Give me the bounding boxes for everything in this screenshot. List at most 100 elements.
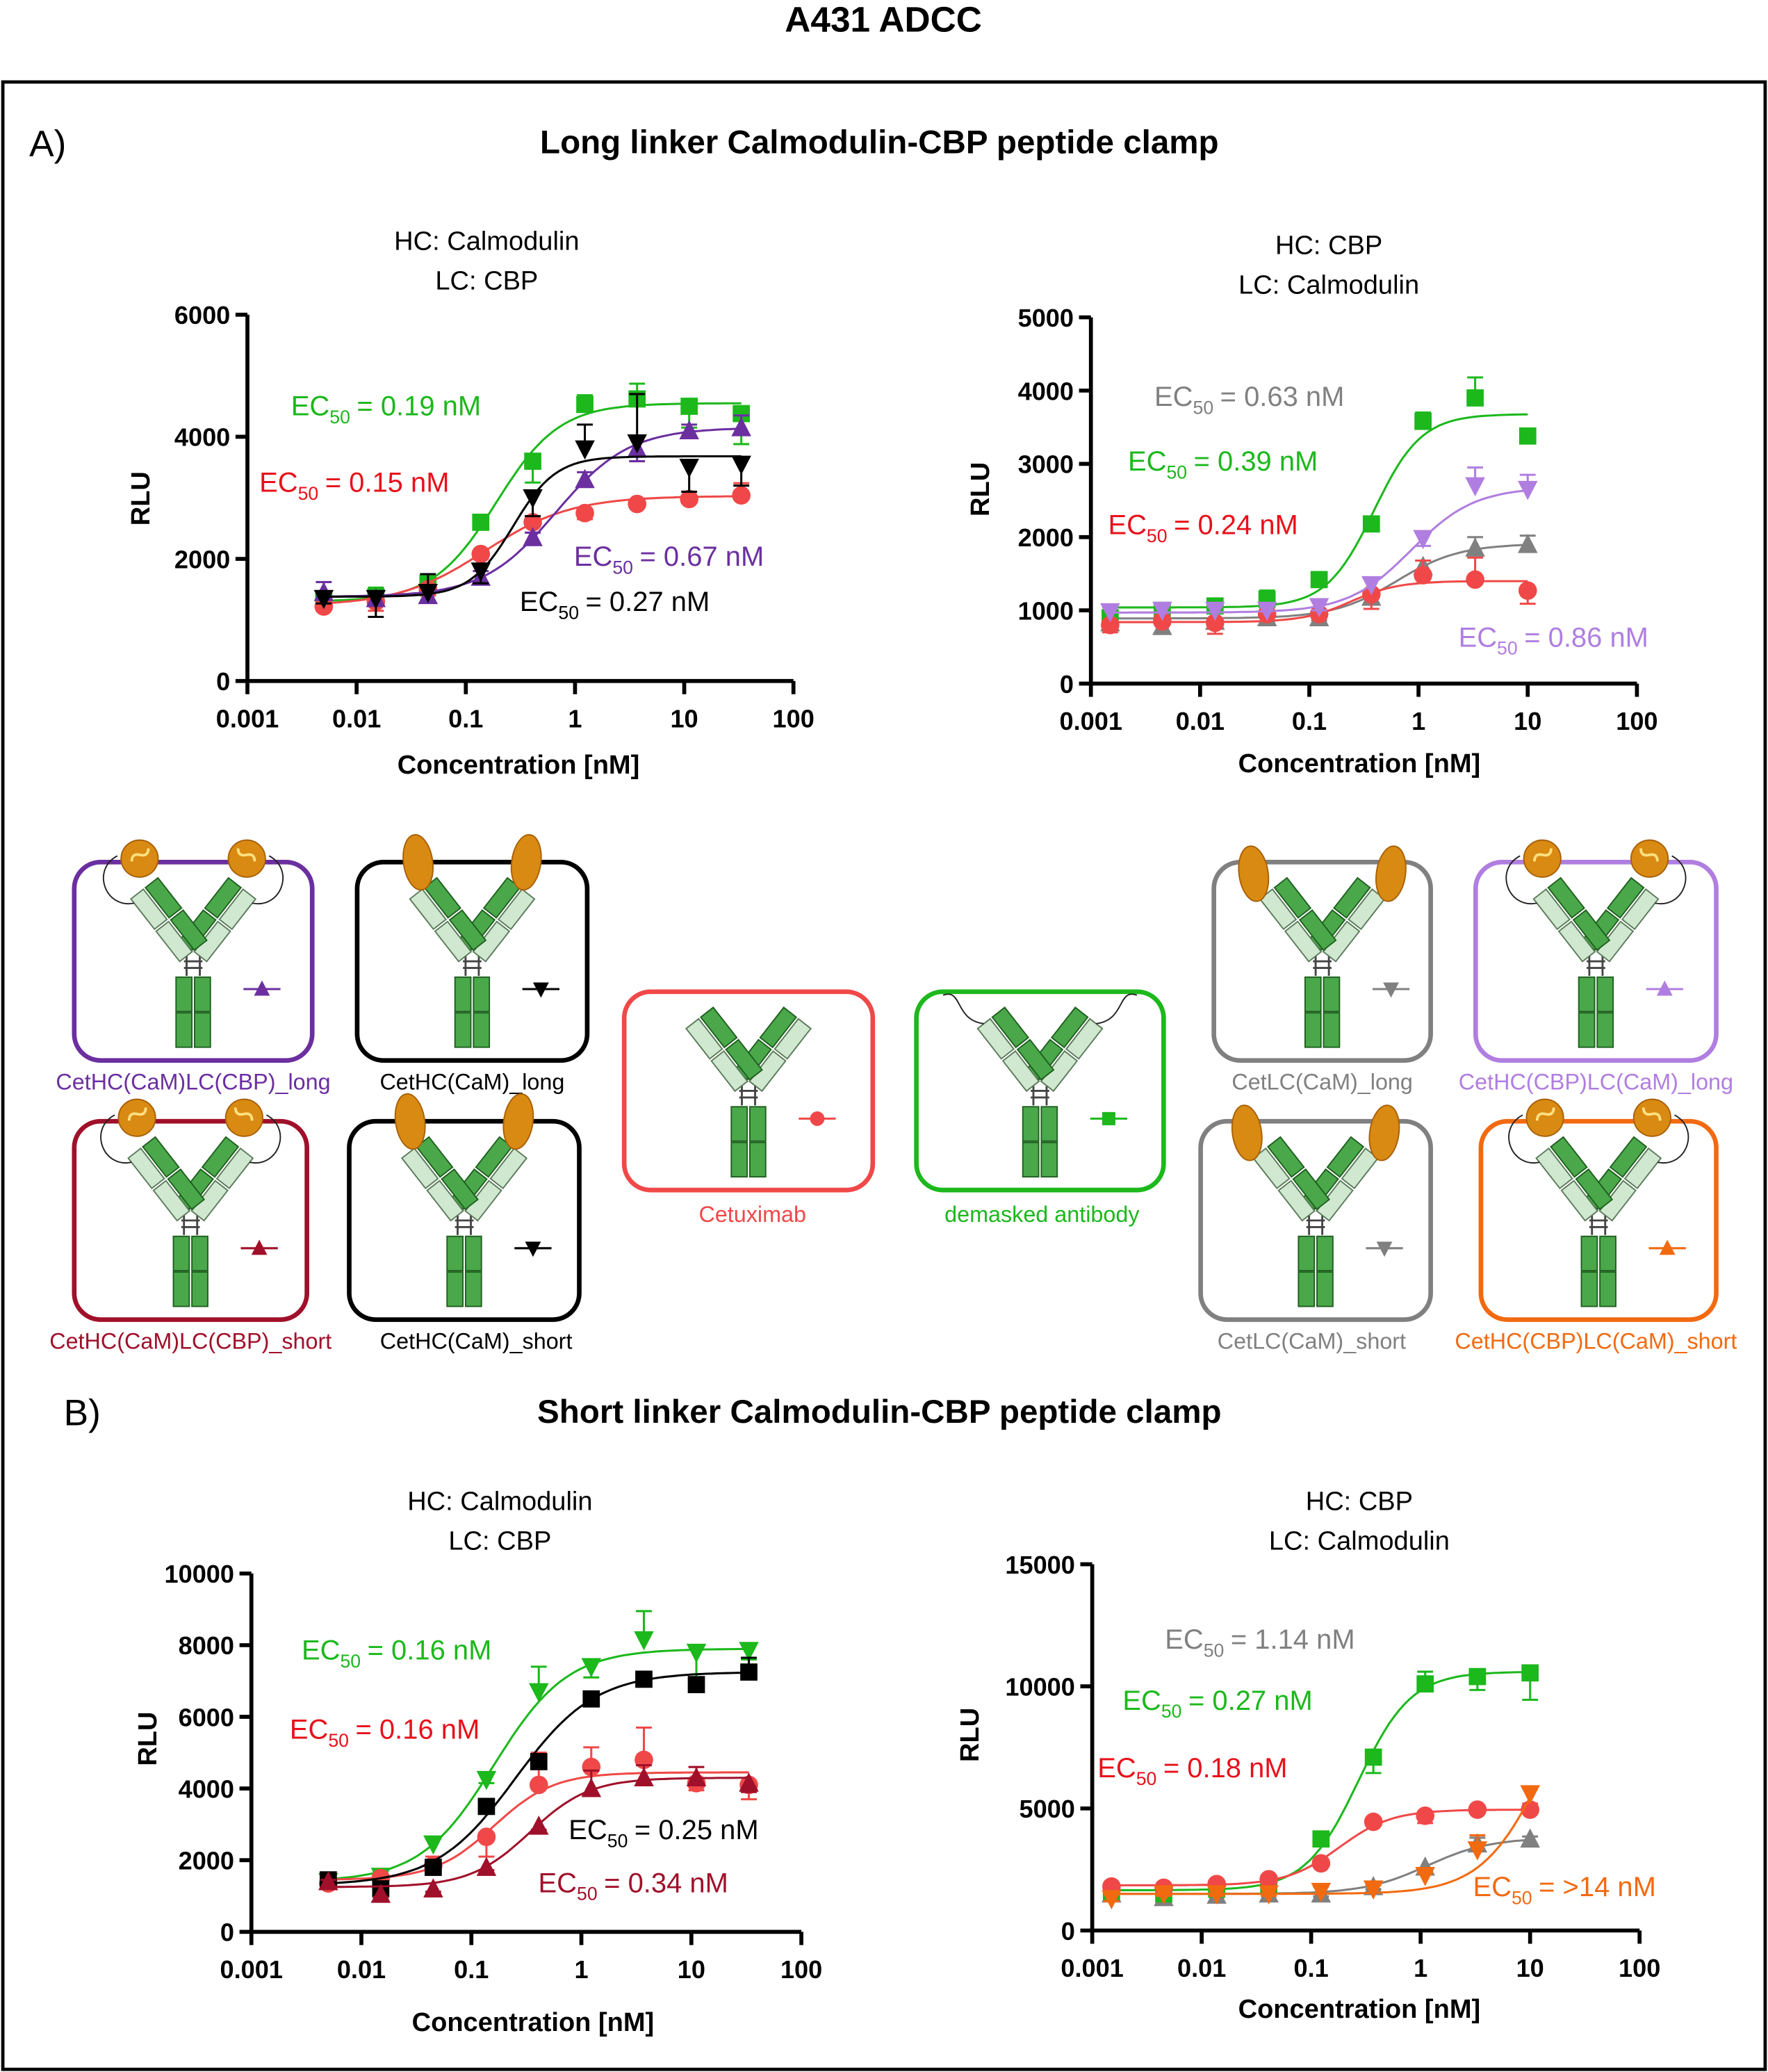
x-tick-label: 100 — [1619, 1954, 1660, 1982]
x-tick-label: 100 — [1616, 707, 1658, 735]
antibody-icon — [685, 1006, 812, 1178]
light-chain-domain — [1284, 920, 1323, 963]
linker — [1658, 1114, 1689, 1164]
fc-domain — [1323, 976, 1341, 1013]
heavy-chain-domain — [1326, 1136, 1365, 1178]
cbp-peptide-icon — [236, 848, 256, 862]
light-chain-domain — [710, 1050, 748, 1093]
data-point — [679, 458, 699, 478]
linker — [1655, 855, 1687, 905]
fc-domain — [191, 1271, 208, 1307]
x-tick-label: 0.01 — [337, 1955, 386, 1984]
y-tick-label: 2000 — [174, 545, 230, 573]
data-point — [576, 395, 594, 414]
ec50-prefix: EC — [520, 587, 558, 617]
ec50-subscript: 50 — [329, 407, 350, 427]
fc-domain — [1316, 1235, 1334, 1272]
data-point — [686, 1643, 707, 1663]
fit-curve — [1111, 1671, 1530, 1891]
data-point — [635, 1670, 653, 1688]
data-point — [370, 1883, 391, 1903]
ec50-annotation: EC50 = 0.16 nM — [302, 1635, 491, 1671]
data-point — [1154, 1885, 1174, 1904]
y-axis-label: RLU — [966, 462, 995, 516]
x-tick-label: 0.1 — [448, 704, 483, 733]
cbp-peptide-icon — [1533, 848, 1553, 862]
chart-2: HC: CBP LC: Calmodulin 0 1000 2000 3000 4000 50… — [966, 231, 1658, 778]
light-chain-domain — [472, 920, 511, 963]
x-tick-label: 10 — [678, 1955, 705, 1984]
light-chain-domain — [1596, 920, 1635, 963]
charts: HC: Calmodulin LC: CBP 0 2000 4000 6000 0.001 0… — [126, 227, 1660, 2037]
light-chain-domain — [409, 888, 447, 931]
ec50-prefix: EC — [568, 1815, 607, 1845]
data-point — [1309, 598, 1329, 618]
ec50-annotation: EC50 = 0.27 nM — [520, 587, 710, 623]
fc-domain — [191, 1235, 208, 1272]
ec50-prefix: EC — [1473, 1872, 1512, 1902]
data-point — [1259, 1885, 1279, 1904]
ec50-value: = 0.86 nM — [1524, 622, 1648, 653]
data-point — [1363, 1880, 1384, 1900]
y-tick-label: 15000 — [1005, 1551, 1074, 1579]
data-point — [1519, 427, 1537, 445]
legend-item-cethc-cbp-lc-cam-short: CetHC(CBP)LC(CaM)_short — [1455, 1098, 1737, 1353]
chart-4: HC: CBP LC: Calmodulin 0 5000 10000 15000 0.00… — [956, 1487, 1660, 2024]
data-point — [1259, 1870, 1278, 1889]
ec50-annotation: EC50 = 0.86 nM — [1459, 622, 1648, 658]
x-axis-label: Concentration [nM] — [412, 2008, 655, 2037]
fc-domain — [193, 1012, 211, 1048]
data-point — [476, 1857, 497, 1876]
legend-item-cethc-cam-long: CetHC(CaM)_long — [354, 834, 590, 1095]
calmodulin-icon — [1375, 845, 1407, 902]
fc-domain — [1022, 1106, 1040, 1142]
ec50-prefix: EC — [290, 1715, 328, 1745]
fc-domain — [1040, 1106, 1058, 1142]
data-point — [634, 1767, 654, 1787]
ec50-prefix: EC — [291, 391, 329, 421]
figure-border — [1, 80, 1767, 2071]
legend-item-cetlc-cam-long: CetLC(CaM)_long — [1211, 845, 1433, 1095]
y-tick-label: 4000 — [1018, 377, 1074, 405]
data-point — [1414, 412, 1432, 430]
data-point — [528, 1683, 549, 1703]
x-tick-label: 10 — [1514, 707, 1541, 735]
data-point — [470, 562, 491, 582]
panel-a-heading: Long linker Calmodulin-CBP peptide clamp — [540, 124, 1219, 161]
light-chain-domain — [489, 1147, 528, 1190]
fc-domain — [1580, 1271, 1598, 1307]
data-point — [680, 489, 698, 509]
fc-domain — [1323, 1012, 1341, 1048]
ec50-subscript: 50 — [1166, 462, 1187, 483]
fc-domain — [1578, 1012, 1596, 1048]
ec50-subscript: 50 — [1136, 1768, 1157, 1789]
fc-domain — [1040, 1141, 1058, 1178]
panel-b-label: B) — [64, 1393, 101, 1434]
data-point — [1416, 1806, 1435, 1825]
data-point — [471, 544, 491, 564]
data-point — [423, 1835, 443, 1855]
data-point — [731, 417, 751, 437]
ec50-subscript: 50 — [340, 1651, 361, 1672]
ec50-value: = 0.39 nM — [1194, 446, 1318, 477]
heavy-chain-domain — [1609, 1136, 1648, 1178]
heavy-chain-domain — [1333, 876, 1371, 919]
light-chain-domain — [976, 1018, 1015, 1060]
ec50-annotation: EC50 = 0.39 nM — [1128, 446, 1318, 482]
legend-item-demasked-antibody: demasked antibody — [914, 989, 1166, 1227]
light-chain-domain — [1621, 888, 1660, 931]
heavy-chain-domain — [1606, 876, 1645, 919]
y-tick-label: 10000 — [1005, 1672, 1074, 1701]
data-point — [1517, 534, 1538, 553]
data-point — [477, 1827, 496, 1847]
antibody-arm — [1508, 1098, 1614, 1222]
data-point — [1518, 581, 1537, 600]
antibody-icon — [394, 1093, 534, 1307]
data-point — [575, 503, 594, 523]
chart-title-line: LC: Calmodulin — [1238, 270, 1419, 300]
data-point — [731, 455, 751, 475]
data-point — [1100, 603, 1120, 623]
fc-domain — [1316, 1271, 1334, 1307]
data-point — [425, 1859, 442, 1876]
